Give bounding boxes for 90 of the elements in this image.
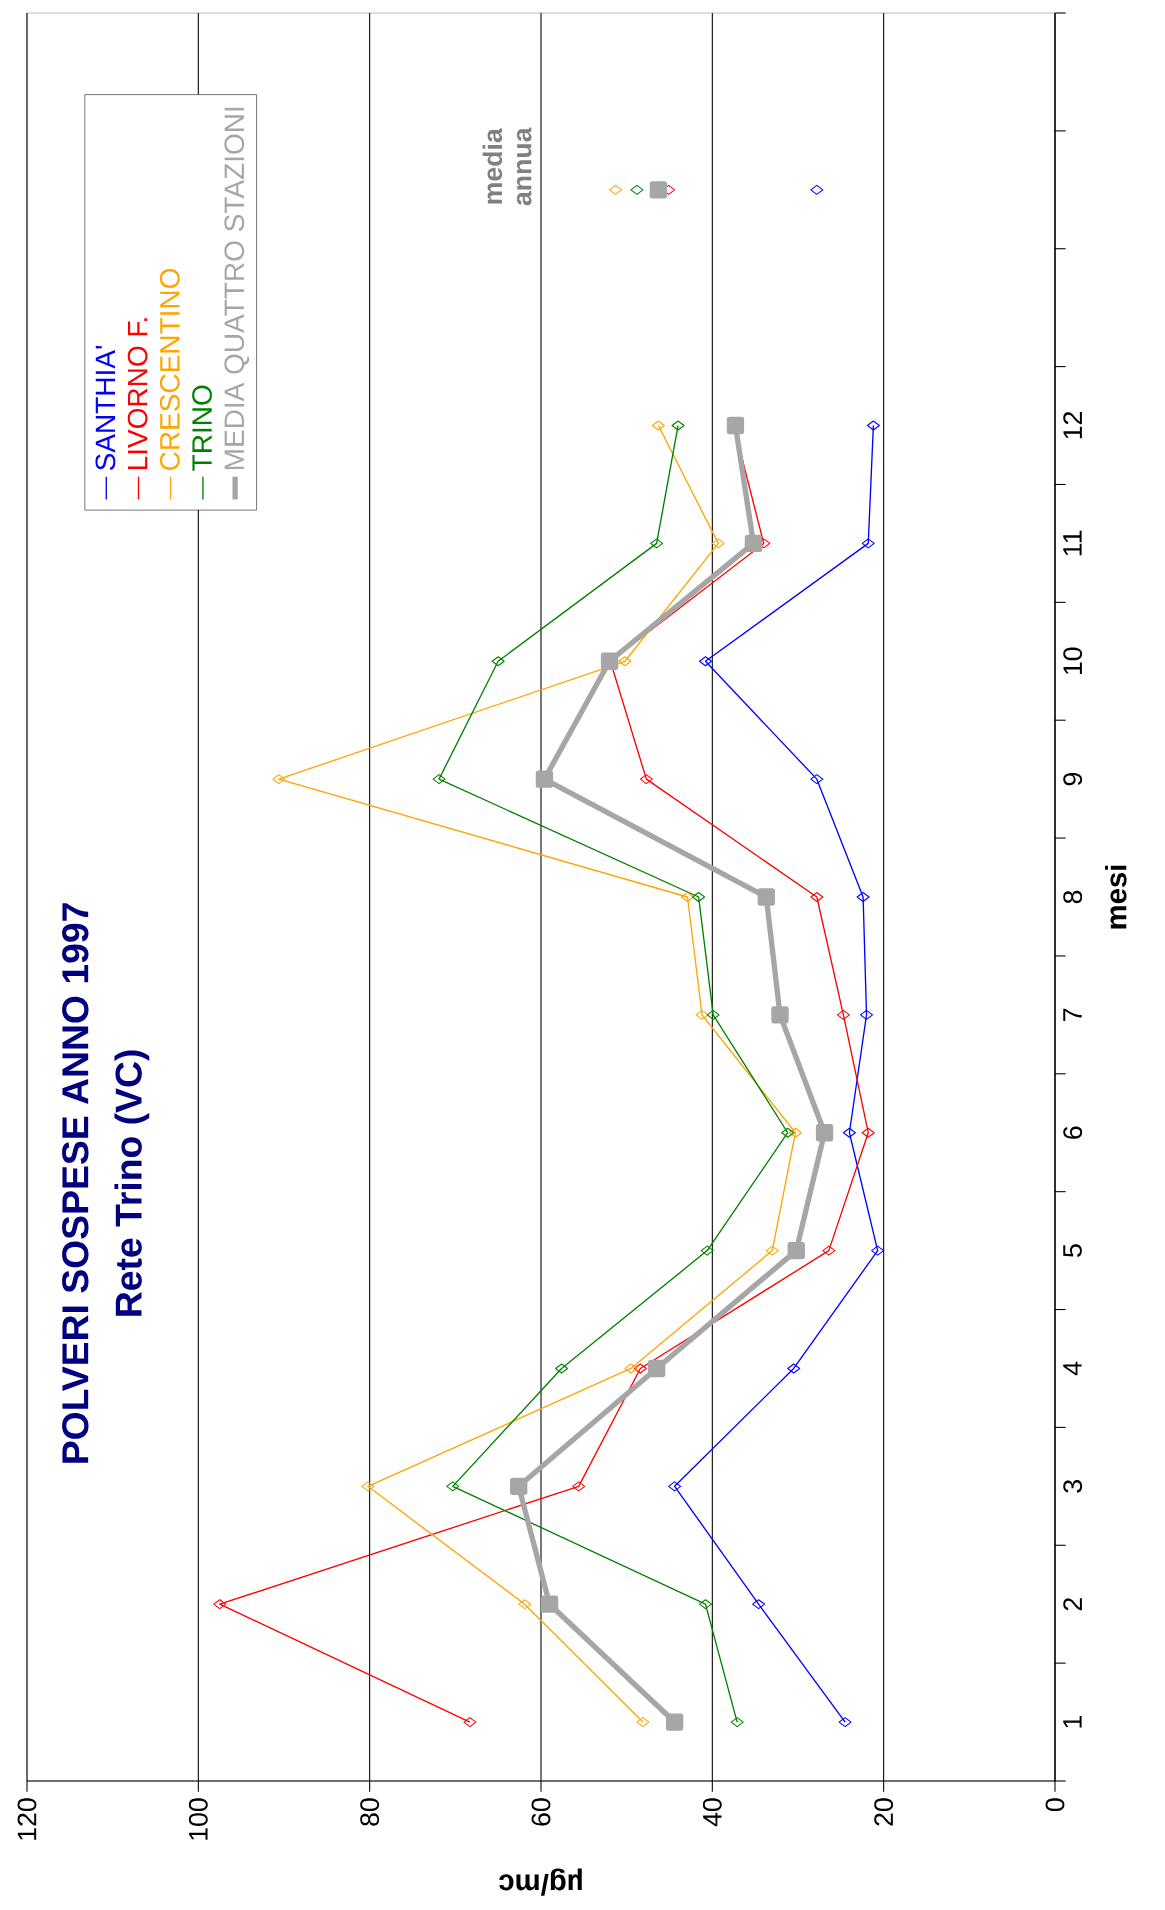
point	[618, 656, 632, 667]
point	[651, 420, 665, 431]
point	[695, 1009, 709, 1020]
text: POLVERI SOSPESE ANNO 1997	[62, 903, 89, 1463]
point	[510, 1477, 528, 1495]
text: MEDIA QUATTRO STAZIONI	[224, 107, 250, 470]
point	[540, 1595, 559, 1613]
point	[842, 1127, 856, 1138]
y-tick-label: 11	[1063, 530, 1082, 556]
text: SANTHIA'	[95, 346, 116, 471]
point	[446, 1481, 460, 1492]
point	[572, 1481, 586, 1492]
point	[856, 891, 870, 903]
point	[838, 1717, 852, 1728]
x-axis-title: µg/mc	[499, 1868, 582, 1896]
point	[726, 416, 745, 435]
point	[636, 1717, 650, 1728]
point	[698, 1599, 713, 1610]
y-tick-label: 10	[1063, 647, 1083, 675]
point	[692, 891, 706, 903]
point	[730, 1717, 744, 1728]
x-tick-label: 120	[17, 1798, 37, 1840]
point	[491, 656, 505, 667]
point	[698, 656, 713, 667]
point	[463, 1717, 477, 1728]
text: CRESCENTINO	[159, 268, 180, 470]
annotation: media annua	[482, 127, 532, 206]
point	[633, 1363, 647, 1374]
y-tick-label: 4	[1063, 1361, 1082, 1376]
y-tick-label: 1	[1063, 1715, 1082, 1728]
point	[706, 1009, 720, 1020]
point	[608, 184, 623, 195]
point	[213, 1599, 227, 1610]
point	[272, 774, 286, 785]
point	[822, 1245, 836, 1256]
point	[781, 1127, 795, 1138]
x-tick-label: 0	[1045, 1798, 1065, 1812]
point	[700, 1245, 714, 1256]
point	[639, 774, 653, 785]
point	[765, 1245, 779, 1256]
point	[810, 774, 824, 785]
y-tick-label: 8	[1063, 890, 1083, 904]
point	[624, 1363, 638, 1374]
point	[668, 1481, 682, 1492]
point	[836, 1009, 850, 1020]
point	[866, 420, 880, 431]
point	[649, 181, 668, 199]
y-tick-label: 7	[1063, 1008, 1082, 1021]
point	[711, 538, 725, 549]
point	[757, 888, 775, 906]
point	[630, 184, 644, 195]
point	[432, 774, 446, 785]
point	[518, 1599, 532, 1610]
point	[535, 770, 554, 788]
point	[787, 1241, 805, 1260]
point	[752, 1599, 766, 1610]
y-tick-label: 6	[1063, 1126, 1083, 1139]
point	[555, 1363, 569, 1374]
point	[665, 1713, 684, 1731]
point	[647, 1359, 666, 1378]
point	[861, 538, 875, 549]
y-tick-label: 2	[1063, 1598, 1082, 1611]
point	[810, 184, 824, 195]
x-tick-label: 40	[702, 1798, 722, 1827]
point	[680, 891, 695, 903]
y-tick-label: 5	[1063, 1244, 1082, 1257]
point	[859, 1009, 874, 1020]
point	[815, 1124, 834, 1142]
text: Rete Trino (VC)	[114, 1050, 150, 1316]
point	[771, 1006, 789, 1024]
point	[671, 420, 685, 431]
point	[744, 534, 763, 553]
text: LIVORNO F.	[127, 318, 148, 470]
y-tick-label: 3	[1063, 1480, 1083, 1493]
x-tick-label: 100	[188, 1798, 208, 1840]
y-tick-label: 12	[1063, 412, 1082, 439]
x-tick-label: 20	[874, 1798, 894, 1826]
point	[788, 1127, 802, 1138]
point	[810, 891, 824, 903]
y-axis-title: mesi	[1105, 865, 1127, 929]
y-tick-label: 9	[1063, 772, 1083, 786]
point	[600, 652, 619, 670]
point	[650, 538, 664, 549]
point	[787, 1363, 801, 1374]
point	[361, 1481, 375, 1492]
point	[861, 1127, 875, 1138]
text: TRINO	[192, 385, 212, 471]
x-tick-label: 80	[360, 1798, 380, 1826]
x-tick-label: 60	[531, 1798, 551, 1826]
point	[871, 1245, 885, 1256]
